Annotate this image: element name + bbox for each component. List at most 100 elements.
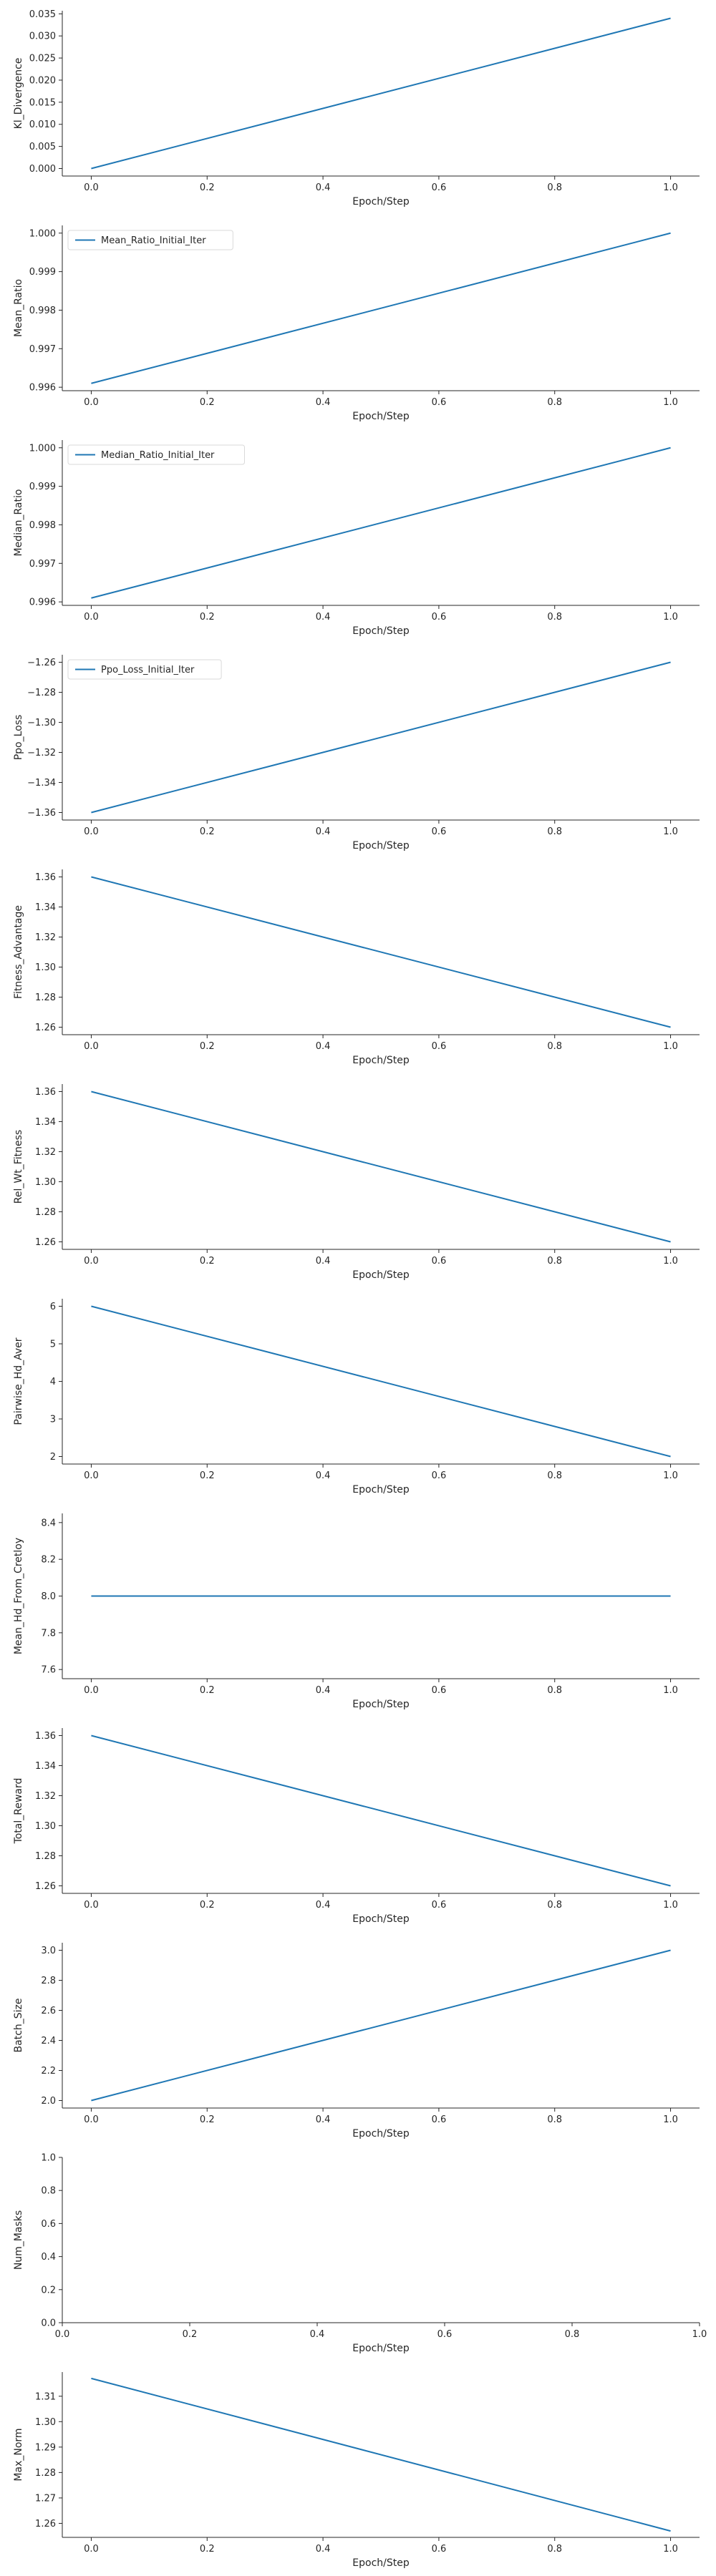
y-axis-label: Kl_Divergence — [13, 58, 24, 130]
x-tick-label: 1.0 — [663, 2544, 678, 2555]
x-tick-label: 1.0 — [663, 1256, 678, 1267]
y-tick-label: 1.0 — [41, 2153, 56, 2164]
y-tick-label: 1.26 — [35, 1237, 56, 1248]
x-tick-label: 0.4 — [316, 612, 331, 623]
y-tick-label: 0.0 — [41, 2318, 56, 2329]
x-axis-label: Epoch/Step — [352, 1055, 410, 1066]
y-tick-label: 1.28 — [35, 1851, 56, 1862]
chart-panel-2: 0.0 0.2 0.4 0.6 0.8 1.0 0.996 0.997 0.998 0.999 1.… — [13, 225, 700, 422]
y-tick-label: 0.2 — [41, 2285, 56, 2296]
series-line — [91, 1949, 671, 2102]
x-tick-label: 0.0 — [84, 182, 99, 193]
x-tick-label: 0.4 — [316, 182, 331, 193]
y-axis-label: Median_Ratio — [13, 489, 24, 557]
x-tick-label: 0.8 — [547, 612, 562, 623]
legend-box — [67, 659, 222, 680]
chart-panel-5: 0.0 0.2 0.4 0.6 0.8 1.0 1.26 1.28 1.30 1.32 1.34 1.… — [13, 869, 700, 1066]
y-axis-label: Num_Masks — [13, 2210, 24, 2270]
y-axis-label: Total_Reward — [13, 1778, 24, 1845]
x-tick-label: 0.0 — [84, 397, 99, 408]
y-tick-label: 0.000 — [29, 164, 56, 175]
legend-box — [67, 444, 245, 465]
y-tick-label: 1.30 — [35, 1821, 56, 1832]
y-tick-label: 0.8 — [41, 2186, 56, 2197]
y-tick-label: 2.2 — [41, 2066, 56, 2077]
x-tick-label: 0.0 — [84, 1470, 99, 1481]
x-axis-label: Epoch/Step — [352, 2128, 410, 2140]
x-tick-label: 0.6 — [432, 2544, 447, 2555]
y-tick-label: 7.6 — [41, 1665, 56, 1676]
y-tick-label: 1.28 — [35, 1207, 56, 1218]
y-axis-label: Mean_Ratio — [13, 279, 24, 337]
x-tick-label: 0.2 — [200, 1256, 215, 1267]
y-tick-label: 3.0 — [41, 1946, 56, 1956]
chart-panel-8: 0.0 0.2 0.4 0.6 0.8 1.0 7.6 7.8 8.0 8.2 8.4 Epoch/S… — [13, 1513, 700, 1710]
x-axis-label: Epoch/Step — [352, 1484, 410, 1496]
y-tick-label: −1.30 — [27, 718, 56, 728]
x-tick-label: 0.2 — [200, 1041, 215, 1052]
x-axis-label: Epoch/Step — [352, 625, 410, 637]
x-tick-label: 0.4 — [316, 1900, 331, 1911]
x-tick-label: 0.2 — [200, 612, 215, 623]
y-tick-label: 1.34 — [35, 902, 56, 913]
x-tick-label: 0.0 — [84, 1685, 99, 1696]
y-tick-label: 8.0 — [41, 1591, 56, 1602]
y-tick-label: 1.30 — [35, 1177, 56, 1188]
chart-panel-4: 0.0 0.2 0.4 0.6 0.8 1.0 −1.36 −1.34 −1.32 −1.30 −1… — [13, 655, 700, 852]
y-tick-label: 0.010 — [29, 119, 56, 130]
x-tick-label: 1.0 — [663, 1041, 678, 1052]
y-tick-label: 1.29 — [35, 2442, 56, 2453]
legend-label: Ppo_Loss_Initial_Iter — [101, 665, 195, 675]
y-tick-label: 8.4 — [41, 1518, 56, 1528]
series-line — [91, 1305, 671, 1458]
x-tick-label: 0.6 — [432, 1685, 447, 1696]
y-tick-label: 0.030 — [29, 31, 56, 42]
chart-panel-1: 0.0 0.2 0.4 0.6 0.8 1.0 0.000 0.005 0.010 0.015 0.… — [13, 9, 700, 208]
y-tick-label: 1.000 — [29, 443, 56, 454]
legend-label: Mean_Ratio_Initial_Iter — [101, 235, 206, 246]
y-tick-label: 0.6 — [41, 2219, 56, 2230]
y-axis-label: Rel_Wt_Fitness — [13, 1130, 24, 1204]
x-tick-label: 0.4 — [316, 397, 331, 408]
chart-panel-3: 0.0 0.2 0.4 0.6 0.8 1.0 0.996 0.997 0.998 0.999 1.… — [13, 440, 700, 637]
y-tick-label: 1.26 — [35, 1023, 56, 1033]
x-tick-label: 0.6 — [432, 397, 447, 408]
x-tick-label: 1.0 — [663, 182, 678, 193]
legend-label: Median_Ratio_Initial_Iter — [101, 450, 215, 461]
series-line — [91, 661, 671, 814]
y-tick-label: 1.28 — [35, 992, 56, 1003]
x-tick-label: 0.8 — [547, 1685, 562, 1696]
x-axis-label: Epoch/Step — [352, 1699, 410, 1710]
legend-box — [67, 230, 233, 250]
y-tick-label: −1.36 — [27, 808, 56, 819]
x-tick-label: 0.0 — [84, 1900, 99, 1911]
y-tick-label: 1.26 — [35, 2519, 56, 2529]
x-tick-label: 0.8 — [547, 397, 562, 408]
y-tick-label: 0.999 — [29, 482, 56, 492]
chart-panel-11: 0.0 0.2 0.4 0.6 0.8 1.0 0.0 0.2 0.4 0.6 0.8 1.0 Epoc… — [13, 2153, 707, 2355]
x-tick-label: 0.2 — [200, 826, 215, 837]
y-tick-label: 8.2 — [41, 1555, 56, 1566]
y-tick-label: 4 — [50, 1377, 56, 1387]
x-tick-label: 0.0 — [84, 2114, 99, 2125]
y-tick-label: 0.998 — [29, 306, 56, 316]
y-tick-label: 2.0 — [41, 2096, 56, 2107]
x-tick-label: 0.8 — [547, 2544, 562, 2555]
x-tick-label: 0.2 — [200, 397, 215, 408]
series-line — [91, 876, 671, 1028]
x-tick-label: 0.8 — [547, 1900, 562, 1911]
series-line — [91, 447, 671, 599]
x-tick-label: 0.6 — [432, 182, 447, 193]
y-tick-label: 1.36 — [35, 1087, 56, 1098]
y-tick-label: 0.997 — [29, 344, 56, 355]
y-tick-label: 6 — [50, 1302, 56, 1312]
x-axis-label: Epoch/Step — [352, 840, 410, 852]
chart-panel-6: 0.0 0.2 0.4 0.6 0.8 1.0 1.26 1.28 1.30 1.32 1.34 1.… — [13, 1084, 700, 1281]
x-tick-label: 1.0 — [663, 2114, 678, 2125]
x-tick-label: 1.0 — [663, 1470, 678, 1481]
y-tick-label: 1.36 — [35, 1731, 56, 1742]
y-tick-label: 0.015 — [29, 97, 56, 108]
x-tick-label: 0.6 — [432, 1256, 447, 1267]
x-tick-label: 0.2 — [183, 2329, 198, 2340]
